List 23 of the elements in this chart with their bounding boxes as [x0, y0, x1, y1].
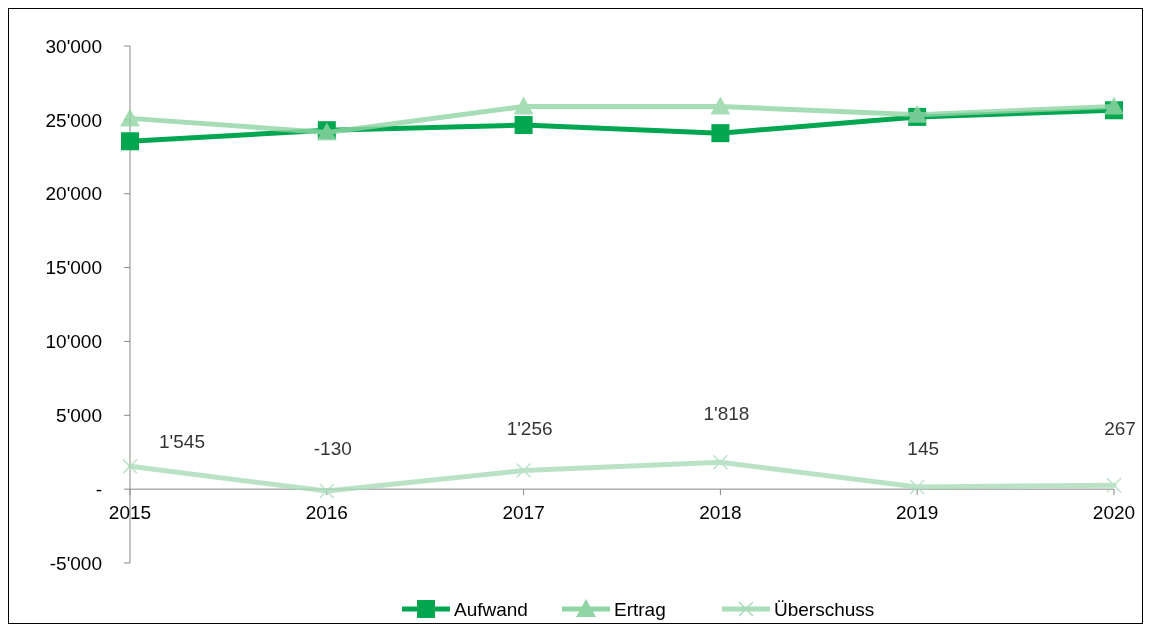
x-tick-label: 2018	[699, 502, 742, 524]
legend-label: Ertrag	[614, 598, 666, 620]
y-tick-label: 10'000	[45, 331, 102, 353]
y-tick-label: 15'000	[45, 257, 102, 279]
y-tick-label: -	[95, 478, 102, 500]
y-tick-label: 30'000	[45, 35, 102, 57]
y-tick-label: -5'000	[49, 552, 102, 574]
y-tick-label: 25'000	[45, 109, 102, 131]
y-tick-label: 20'000	[45, 183, 102, 205]
x-tick-label: 2016	[305, 502, 348, 524]
x-tick-label: 2017	[502, 502, 545, 524]
legend-label: Überschuss	[774, 598, 875, 620]
x-tick-label: 2019	[896, 502, 939, 524]
data-label: 267	[1104, 418, 1136, 440]
y-tick-label: 5'000	[56, 404, 102, 426]
data-label: 145	[907, 438, 940, 459]
legend-label: Aufwand	[454, 598, 528, 620]
data-label: 1'256	[506, 417, 553, 439]
x-tick-label: 2015	[108, 502, 152, 524]
data-label: 1'818	[703, 403, 750, 425]
data-label: 1'545	[159, 431, 205, 453]
data-label: -130	[313, 438, 352, 460]
x-tick-label: 2020	[1092, 502, 1136, 524]
